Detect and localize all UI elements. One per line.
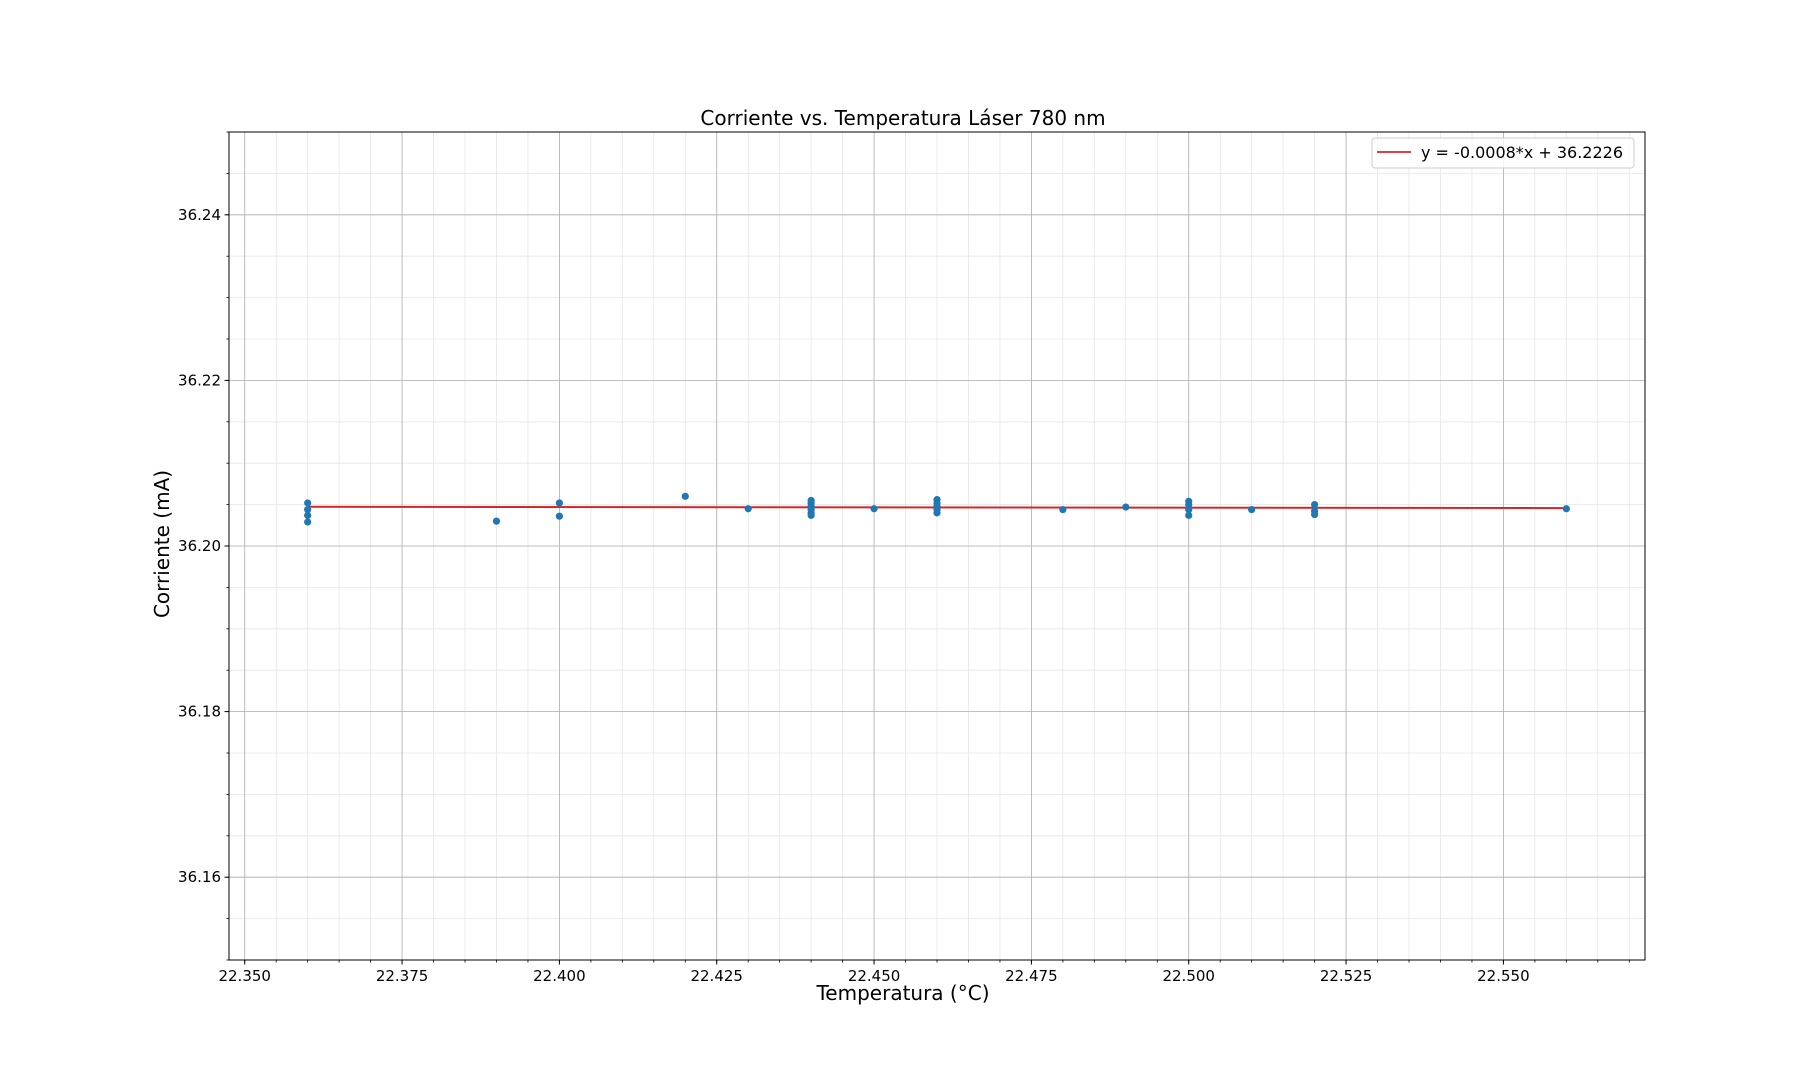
data-point [304, 499, 312, 507]
data-point [744, 505, 752, 513]
y-axis-ticks: 36.16 36.18 36.20 36.22 36.24 [178, 131, 229, 961]
x-tick-label: 22.450 [848, 967, 901, 985]
legend-box [1371, 137, 1635, 169]
y-tick-label: 36.20 [178, 537, 221, 555]
data-point [933, 509, 941, 517]
major-grid [229, 132, 1645, 960]
data-points [304, 492, 1570, 526]
data-point [1311, 501, 1319, 509]
y-tick-label: 36.22 [178, 371, 221, 389]
x-tick-label: 22.550 [1477, 967, 1530, 985]
x-tick-label: 22.500 [1162, 967, 1215, 985]
x-tick-label: 22.350 [218, 967, 271, 985]
data-point [1185, 511, 1193, 519]
data-point [555, 499, 564, 507]
data-point [1562, 505, 1570, 513]
x-tick-label: 22.425 [690, 967, 743, 985]
x-tick-label: 22.525 [1320, 967, 1373, 985]
data-point [492, 517, 501, 525]
legend-label: y = -0.0008*x + 36.2226 [1421, 143, 1623, 162]
x-tick-label: 22.400 [533, 967, 586, 985]
data-point [1248, 505, 1256, 514]
y-axis-label: Corriente (mA) [150, 470, 174, 618]
data-point [870, 505, 878, 513]
data-point [304, 518, 312, 526]
data-point [1122, 503, 1130, 511]
data-point [1311, 510, 1319, 519]
data-point [681, 492, 689, 500]
legend: y = -0.0008*x + 36.2226 [1371, 137, 1635, 169]
y-tick-label: 36.16 [178, 868, 221, 886]
x-tick-label: 22.375 [376, 967, 429, 985]
data-point [1185, 501, 1193, 509]
data-point [1059, 505, 1067, 514]
y-tick-label: 36.24 [178, 206, 221, 224]
data-point [1185, 505, 1193, 514]
data-point [304, 511, 312, 519]
x-tick-label: 22.475 [1005, 967, 1058, 985]
data-point [304, 505, 312, 514]
chart-title: Corriente vs. Temperatura Láser 780 nm [700, 106, 1105, 130]
data-point [807, 511, 815, 519]
y-tick-label: 36.18 [178, 703, 221, 721]
data-point [555, 512, 564, 520]
x-axis-ticks: 22.350 22.375 22.400 22.425 22.450 22.475 22.5… [218, 960, 1630, 985]
x-axis-label: Temperatura (°C) [815, 981, 989, 1005]
